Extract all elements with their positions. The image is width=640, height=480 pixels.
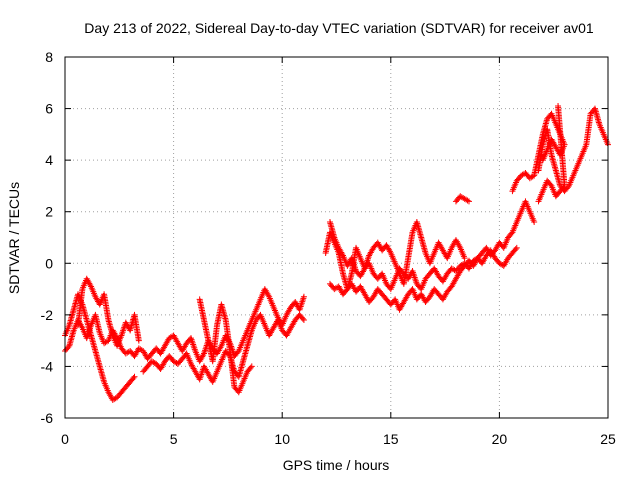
x-tick-label: 10 [274,431,290,447]
axis-ticks [64,56,609,419]
y-tick-label: 6 [45,101,53,117]
data-point [555,102,562,109]
y-tick-label: 4 [45,152,53,168]
y-tick-label: 8 [45,49,53,65]
data-marks [62,102,611,403]
data-point-trace [464,197,471,204]
x-tick-label: 20 [492,431,508,447]
data-point-trace [508,230,515,237]
x-tick-labels: 0 5 10 15 20 25 [61,431,616,447]
data-point [135,337,142,344]
y-tick-label: 2 [45,204,53,220]
data-point-trace [547,181,554,188]
grid-lines [65,57,608,418]
data-point-trace [560,184,567,191]
y-tick-label: 0 [45,255,53,271]
x-tick-label: 25 [600,431,616,447]
data-point [300,293,307,300]
data-point [465,198,472,205]
data-point [461,255,468,262]
data-point [248,363,255,370]
x-tick-label: 15 [383,431,399,447]
data-point [300,317,307,324]
data-point-trace [130,375,137,382]
chart-title: Day 213 of 2022, Sidereal Day-to-day VTE… [84,20,594,36]
data-point [531,219,538,226]
data-point [513,244,520,251]
x-tick-label: 0 [61,431,69,447]
y-tick-label: -2 [41,307,54,323]
data-point [131,373,138,380]
x-axis-label: GPS time / hours [283,457,390,473]
x-tick-label: 5 [170,431,178,447]
data-point-trace [299,315,306,322]
y-tick-label: -4 [41,358,54,374]
y-axis-label: SDTVAR / TECUs [6,182,22,294]
y-tick-label: -6 [41,410,54,426]
data-point-trace [234,349,241,356]
data-point-trace [512,246,519,253]
y-tick-labels: -6 -4 -2 0 2 4 6 8 [41,49,54,426]
plot-frame [64,56,609,419]
data-point-trace [247,364,254,371]
